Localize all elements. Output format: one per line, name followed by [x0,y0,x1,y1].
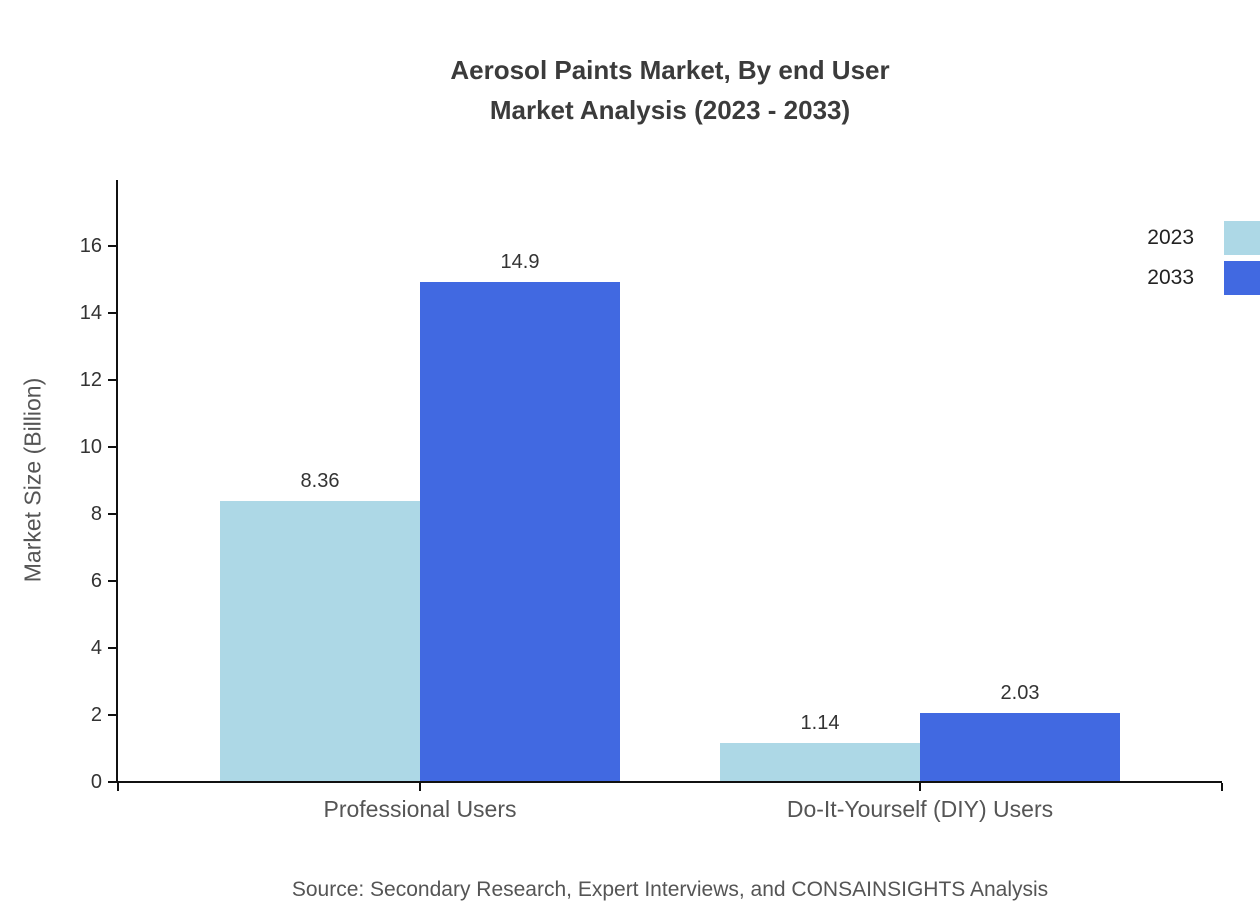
y-tick [108,580,116,582]
source-note: Source: Secondary Research, Expert Inter… [291,878,1049,901]
bar-2033-professional-users [420,281,620,781]
y-tick-label: 2 [90,704,102,726]
legend-label-2033: 2033 [1147,266,1194,289]
y-tick-label: 8 [90,503,102,525]
y-tick-label: 6 [90,570,102,592]
y-tick-label: 10 [79,436,102,458]
x-tick [419,783,421,791]
legend-item: 2023 [1147,218,1260,258]
chart-title-line-2: Market Analysis (2023 - 2033) [489,95,851,125]
x-axis-line [116,781,1222,783]
y-axis-line [116,180,118,783]
chart-title: Aerosol Paints Market, By end User Marke… [80,50,1260,130]
legend-label-2023: 2023 [1147,226,1194,249]
value-label: 14.9 [500,250,540,273]
bar-2023-do-it-yourself-diy-users [720,742,920,781]
y-tick [108,312,116,314]
y-tick-label: 0 [90,771,102,793]
y-tick-label: 4 [90,637,102,659]
y-tick-label: 14 [79,302,102,324]
y-tick-label: 16 [79,235,102,257]
value-label: 2.03 [1000,681,1040,704]
bar-2023-professional-users [220,500,420,781]
y-tick [108,446,116,448]
x-category-label: Professional Users [323,796,517,822]
y-tick [108,245,116,247]
chart-title-line-1: Aerosol Paints Market, By end User [450,55,890,85]
legend-swatch-2033 [1224,261,1260,295]
x-tick [919,783,921,791]
y-tick [108,379,116,381]
y-tick-label: 12 [79,369,102,391]
y-tick [108,714,116,716]
legend-swatch-2023 [1224,221,1260,255]
y-tick [108,647,116,649]
y-tick [108,513,116,515]
value-label: 1.14 [800,711,840,734]
legend-item: 2033 [1147,258,1260,298]
y-tick [108,781,116,783]
x-tick [1221,783,1223,791]
bar-2033-do-it-yourself-diy-users [920,712,1120,781]
x-category-label: Do-It-Yourself (DIY) Users [786,796,1054,822]
legend: 2023 2033 [1147,218,1260,298]
value-label: 8.36 [300,469,340,492]
x-tick [117,783,119,791]
